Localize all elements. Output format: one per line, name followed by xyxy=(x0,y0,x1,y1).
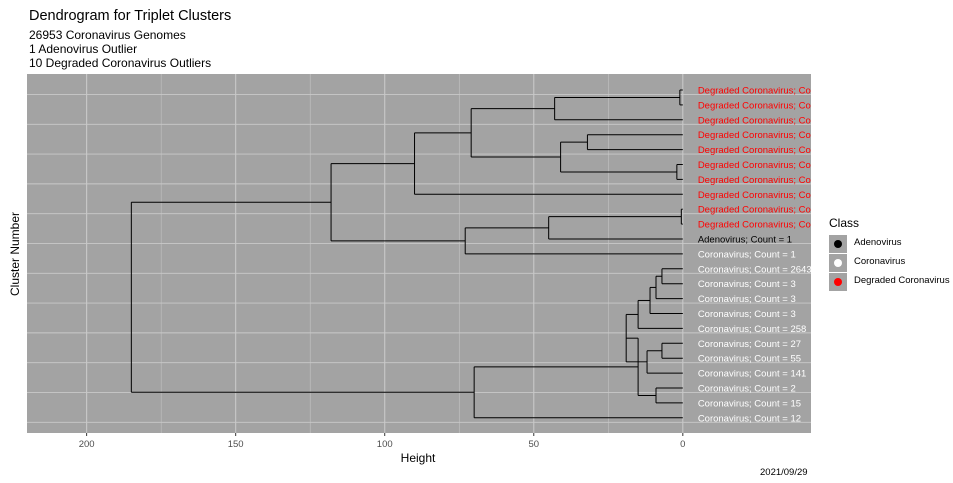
legend-key xyxy=(829,273,847,291)
chart-subtitle-3: 10 Degraded Coronavirus Outliers xyxy=(29,56,212,70)
leaf-label: Coronavirus; Count = 2 xyxy=(698,384,796,395)
x-axis-label: Height xyxy=(400,451,436,465)
leaf-label: Coronavirus; Count = 3 xyxy=(698,309,796,320)
leaf-label: Degraded Coronavirus; Count = 1 xyxy=(698,86,840,97)
chart-subtitle-2: 1 Adenovirus Outlier xyxy=(29,42,138,56)
legend-dot xyxy=(834,240,842,248)
x-axis-ticks: 200 150 100 50 0 xyxy=(79,433,685,450)
legend-label: Coronavirus xyxy=(854,256,906,267)
legend-key xyxy=(829,235,847,253)
leaf-label: Coronavirus; Count = 12 xyxy=(698,413,801,424)
leaf-label: Degraded Coronavirus; Count = 1 xyxy=(698,205,840,216)
leaf-label: Coronavirus; Count = 27 xyxy=(698,339,801,350)
leaf-labels: Degraded Coronavirus; Count = 1 Degraded … xyxy=(698,86,840,425)
leaf-label: Degraded Coronavirus; Count = 1 xyxy=(698,100,840,111)
leaf-label: Degraded Coronavirus; Count = 1 xyxy=(698,220,840,231)
leaf-label: Coronavirus; Count = 3 xyxy=(698,294,796,305)
legend-dot xyxy=(834,259,842,267)
x-tick-label: 150 xyxy=(228,439,244,450)
leaf-label: Coronavirus; Count = 15 xyxy=(698,398,801,409)
legend-title: Class xyxy=(829,216,860,230)
x-tick-label: 200 xyxy=(79,439,95,450)
leaf-label: Degraded Coronavirus; Count = 1 xyxy=(698,130,840,141)
leaf-label: Degraded Coronavirus; Count = 1 xyxy=(698,175,840,186)
leaf-label: Coronavirus; Count = 26432 xyxy=(698,264,817,275)
leaf-label: Degraded Coronavirus; Count = 1 xyxy=(698,190,840,201)
x-tick-label: 0 xyxy=(680,439,685,450)
leaf-label: Degraded Coronavirus; Count = 1 xyxy=(698,160,840,171)
legend-dot xyxy=(834,278,842,286)
chart-title: Dendrogram for Triplet Clusters xyxy=(29,8,232,24)
legend-item-coronavirus: Coronavirus xyxy=(829,254,953,272)
chart-subtitle-1: 26953 Coronavirus Genomes xyxy=(29,28,186,42)
leaf-label: Degraded Coronavirus; Count = 1 xyxy=(698,115,840,126)
leaf-label: Coronavirus; Count = 141 xyxy=(698,369,807,380)
leaf-label: Coronavirus; Count = 55 xyxy=(698,354,801,365)
leaf-label: Degraded Coronavirus; Count = 1 xyxy=(698,145,840,156)
legend-label: Adenovirus xyxy=(854,237,902,248)
leaf-label: Coronavirus; Count = 3 xyxy=(698,279,796,290)
legend-item-degraded-coronavirus: Degraded Coronavirus xyxy=(829,273,953,291)
leaf-label: Adenovirus; Count = 1 xyxy=(698,235,792,246)
leaf-label: Coronavirus; Count = 1 xyxy=(698,249,796,260)
x-tick-label: 100 xyxy=(377,439,393,450)
x-tick-label: 50 xyxy=(528,439,539,450)
legend-key xyxy=(829,254,847,272)
plot-panel xyxy=(27,74,811,433)
date-caption: 2021/09/29 xyxy=(760,467,808,478)
legend-label: Degraded Coronavirus xyxy=(854,275,950,286)
dendrogram-branches xyxy=(130,89,683,419)
legend-item-adenovirus: Adenovirus xyxy=(829,235,953,253)
leaf-label: Coronavirus; Count = 258 xyxy=(698,324,807,335)
